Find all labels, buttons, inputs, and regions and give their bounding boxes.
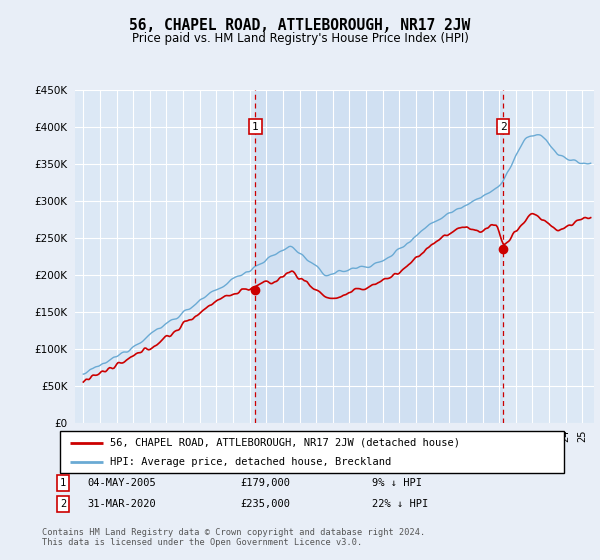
Text: £179,000: £179,000: [240, 478, 290, 488]
Text: £235,000: £235,000: [240, 499, 290, 509]
Text: 2: 2: [60, 499, 66, 509]
Text: 31-MAR-2020: 31-MAR-2020: [87, 499, 156, 509]
Text: HPI: Average price, detached house, Breckland: HPI: Average price, detached house, Brec…: [110, 457, 392, 467]
Text: 22% ↓ HPI: 22% ↓ HPI: [372, 499, 428, 509]
Text: 2: 2: [500, 122, 507, 132]
Text: 56, CHAPEL ROAD, ATTLEBOROUGH, NR17 2JW (detached house): 56, CHAPEL ROAD, ATTLEBOROUGH, NR17 2JW …: [110, 437, 460, 447]
Text: 1: 1: [60, 478, 66, 488]
Bar: [256, 90, 503, 423]
Text: 56, CHAPEL ROAD, ATTLEBOROUGH, NR17 2JW: 56, CHAPEL ROAD, ATTLEBOROUGH, NR17 2JW: [130, 18, 470, 33]
Text: 04-MAY-2005: 04-MAY-2005: [87, 478, 156, 488]
Text: 1: 1: [252, 122, 259, 132]
Text: 9% ↓ HPI: 9% ↓ HPI: [372, 478, 422, 488]
Text: Contains HM Land Registry data © Crown copyright and database right 2024.
This d: Contains HM Land Registry data © Crown c…: [42, 528, 425, 547]
Text: Price paid vs. HM Land Registry's House Price Index (HPI): Price paid vs. HM Land Registry's House …: [131, 32, 469, 45]
FancyBboxPatch shape: [60, 431, 564, 473]
